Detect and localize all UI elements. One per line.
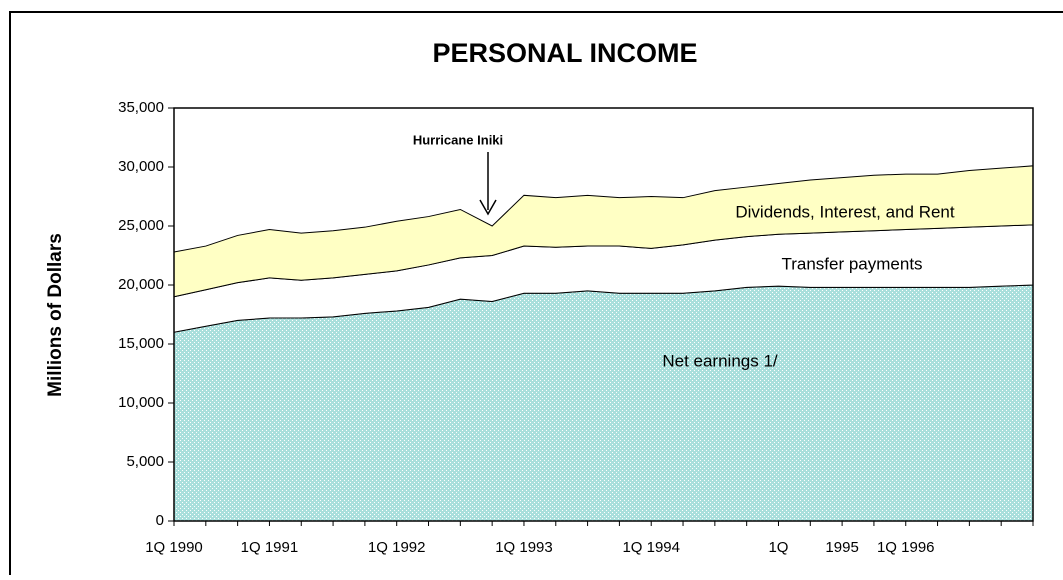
area-label: Transfer payments bbox=[781, 254, 922, 273]
y-tick-label: 20,000 bbox=[118, 276, 164, 293]
y-tick-label: 10,000 bbox=[118, 394, 164, 411]
y-tick-label: 15,000 bbox=[118, 335, 164, 352]
chart-title: PERSONAL INCOME bbox=[432, 38, 697, 68]
y-tick-label: 5,000 bbox=[126, 453, 164, 470]
y-tick-label: 25,000 bbox=[118, 217, 164, 234]
x-tick-label: 1Q 1992 bbox=[368, 539, 426, 556]
x-tick-label: 1Q 1996 bbox=[877, 539, 935, 556]
y-tick-label: 0 bbox=[156, 512, 164, 529]
annotation-arrowhead bbox=[479, 199, 497, 216]
x-tick-label: 1995 bbox=[825, 539, 858, 556]
area bbox=[173, 284, 1034, 522]
x-tick-label: 1Q bbox=[768, 539, 788, 556]
plot-border bbox=[173, 107, 1034, 522]
x-tick-label: 1Q 1990 bbox=[145, 539, 203, 556]
y-tick-label: 30,000 bbox=[118, 158, 164, 175]
x-tick-label: 1Q 1991 bbox=[241, 539, 299, 556]
y-tick-label: 35,000 bbox=[118, 99, 164, 116]
plot: 0 5,000 10,000 15,000 20,000 25,000 30,000 35,0… bbox=[118, 99, 1034, 556]
area-label: Dividends, Interest, and Rent bbox=[735, 202, 955, 221]
area-label: Net earnings 1/ bbox=[662, 351, 778, 370]
annotation: Hurricane Iniki bbox=[413, 132, 503, 147]
x-tick-label: 1Q 1994 bbox=[622, 539, 680, 556]
y-axis-label: Millions of Dollars bbox=[45, 233, 66, 397]
frame bbox=[9, 11, 1063, 580]
x-tick-label: 1Q 1993 bbox=[495, 539, 553, 556]
